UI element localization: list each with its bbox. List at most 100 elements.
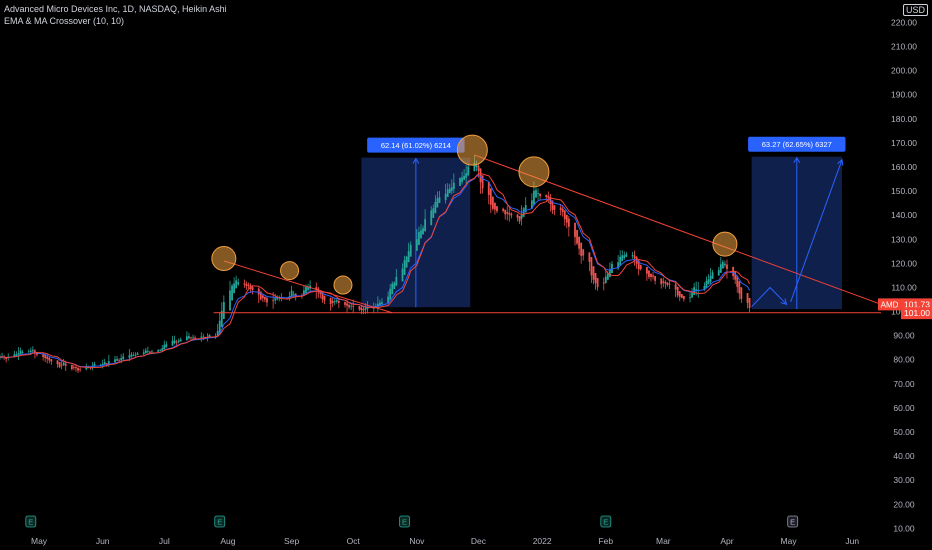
highlight-circle[interactable] [456,134,488,166]
candle[interactable] [709,268,712,285]
candle[interactable] [676,286,679,298]
candle[interactable] [664,280,667,289]
highlight-circle[interactable] [211,246,237,272]
highlight-circle[interactable] [280,261,300,281]
candle[interactable] [680,293,683,299]
candle[interactable] [506,205,509,221]
candle[interactable] [31,346,34,354]
candle[interactable] [163,340,166,350]
candle[interactable] [130,352,133,358]
candle[interactable] [748,297,751,313]
candle[interactable] [348,304,351,310]
candle[interactable] [633,250,636,266]
candle[interactable] [576,229,578,246]
candle[interactable] [588,252,591,272]
candle[interactable] [689,290,691,303]
candle[interactable] [487,181,490,205]
candle[interactable] [405,255,408,268]
candle[interactable] [682,295,685,302]
candle[interactable] [194,335,196,340]
candle[interactable] [70,364,73,371]
candle[interactable] [235,275,238,289]
candle[interactable] [62,358,65,367]
candle[interactable] [288,291,291,301]
candle[interactable] [192,334,194,340]
candle[interactable] [15,351,18,357]
candle[interactable] [537,188,539,201]
candle[interactable] [561,205,564,217]
candle[interactable] [535,186,537,198]
candle[interactable] [652,271,654,280]
candle[interactable] [619,250,622,266]
highlight-circle[interactable] [712,231,738,257]
candle[interactable] [691,288,693,299]
candle[interactable] [707,274,710,285]
candle[interactable] [711,270,714,279]
earnings-marker[interactable]: E [214,515,226,528]
candle[interactable] [604,269,607,284]
candle[interactable] [496,206,498,214]
highlight-circle[interactable] [518,156,550,188]
candle[interactable] [34,348,36,359]
candle[interactable] [539,193,542,200]
candle[interactable] [77,367,79,373]
candle[interactable] [721,260,724,269]
candle[interactable] [592,266,595,285]
candle[interactable] [376,296,379,312]
candle[interactable] [444,183,447,204]
earnings-marker[interactable]: E [787,515,799,528]
candle[interactable] [60,361,63,370]
candle[interactable] [446,183,449,198]
candle[interactable] [491,196,494,211]
candle[interactable] [578,236,581,255]
candle[interactable] [151,349,153,354]
candle[interactable] [146,346,149,354]
candle[interactable] [631,251,634,259]
candle[interactable] [678,291,681,302]
candle[interactable] [42,353,45,361]
candle[interactable] [434,195,437,214]
candle[interactable] [290,285,293,298]
candle[interactable] [637,260,640,276]
candle[interactable] [559,204,562,216]
candle[interactable] [122,352,125,360]
candle[interactable] [136,351,139,355]
candle[interactable] [17,347,20,361]
candle[interactable] [352,299,355,313]
candle[interactable] [73,364,75,371]
candle[interactable] [393,281,396,290]
projection-arrow[interactable] [790,159,843,303]
candle[interactable] [516,213,519,222]
candle[interactable] [50,359,53,365]
candle[interactable] [611,261,613,274]
symbol-badge[interactable] [878,298,901,311]
candle[interactable] [389,283,392,300]
candle[interactable] [430,206,433,226]
candle[interactable] [409,241,412,257]
candle[interactable] [220,302,223,328]
indicator-legend[interactable]: EMA & MA Crossover (10, 10) [4,16,125,26]
candle[interactable] [697,281,700,298]
candle[interactable] [530,193,533,209]
candle[interactable] [693,282,696,296]
candle[interactable] [391,281,394,295]
candle[interactable] [132,352,135,357]
candle[interactable] [243,279,246,288]
candle[interactable] [21,350,24,355]
candle[interactable] [645,267,648,281]
candle[interactable] [436,191,439,208]
candle[interactable] [424,209,426,232]
candle[interactable] [574,222,576,246]
candle[interactable] [479,168,482,194]
candle[interactable] [594,273,597,290]
candle[interactable] [508,208,511,222]
candle[interactable] [344,301,346,308]
candle[interactable] [157,349,160,352]
candle[interactable] [510,212,513,219]
candle[interactable] [329,297,332,311]
candle[interactable] [726,259,728,279]
candle[interactable] [48,356,51,364]
candle[interactable] [494,202,496,215]
candle[interactable] [666,282,669,287]
